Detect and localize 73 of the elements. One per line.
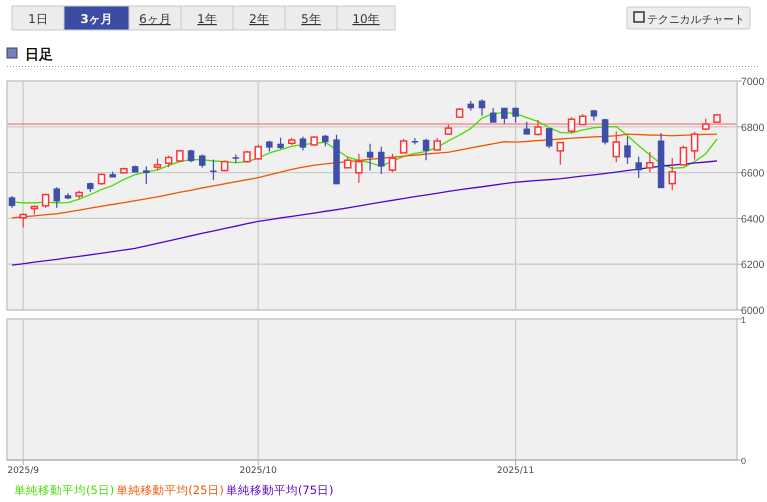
candlestick (8, 196, 16, 208)
text: 1年 (197, 12, 217, 26)
y-tick-label: 6600 (741, 168, 765, 180)
candlestick (578, 114, 586, 126)
text: 単純移動平均(75日) (226, 483, 334, 497)
x-tick-label: 2025/9 (7, 466, 40, 476)
candlestick (254, 144, 262, 160)
candlestick (478, 98, 486, 116)
text: 10年 (352, 12, 380, 26)
candlestick (388, 153, 396, 173)
candlestick (646, 151, 654, 173)
candlestick (98, 172, 106, 186)
candlestick (668, 158, 676, 191)
candlestick (87, 182, 94, 192)
candlestick (422, 138, 430, 161)
y-tick-label: 0 (741, 456, 746, 466)
text: 6ヶ月 (139, 12, 171, 26)
candlestick (243, 150, 251, 164)
candlestick (210, 158, 217, 181)
candlestick (400, 138, 408, 154)
candlestick (635, 156, 642, 179)
candlestick (546, 128, 552, 149)
chart-title: 日足 (25, 47, 53, 63)
button-technical-chart: テクニカルチャート (626, 6, 750, 30)
candlestick (378, 146, 385, 175)
text: 2年 (249, 12, 269, 26)
candlestick (19, 212, 27, 228)
y-tick-label: 7000 (741, 76, 765, 88)
x-tick-label: 2025/10 (239, 466, 278, 476)
candlestick (512, 107, 519, 124)
candlestick (300, 136, 306, 151)
candlestick (702, 118, 710, 132)
candlestick (490, 107, 496, 124)
candlestick (355, 153, 363, 184)
candlestick (501, 107, 508, 124)
candlestick (164, 155, 172, 168)
candlestick (198, 154, 206, 168)
candlestick (154, 158, 162, 172)
candlestick (220, 160, 228, 172)
x-tick-label: 2025/11 (496, 466, 534, 476)
candlestick (143, 166, 150, 185)
line-series (11, 160, 718, 266)
candlestick (277, 137, 284, 150)
candlestick (366, 143, 374, 172)
candlestick (556, 142, 564, 166)
candlestick (232, 154, 240, 164)
candlestick (524, 121, 530, 135)
candlestick (344, 156, 352, 169)
candlestick (468, 100, 474, 112)
y-tick-label: 1 (741, 315, 746, 325)
candlestick (568, 116, 576, 134)
candlestick (188, 149, 194, 163)
candlestick (534, 119, 542, 136)
candlestick (624, 136, 631, 164)
candlestick (322, 134, 329, 147)
y-tick-label: 6000 (741, 305, 765, 317)
candlestick (602, 118, 608, 146)
candlestick (690, 131, 698, 160)
text: 5年 (301, 12, 321, 26)
y-tick-label: 6200 (741, 259, 765, 272)
candlestick (612, 130, 620, 163)
candlestick (54, 186, 60, 208)
candlestick (680, 144, 688, 166)
candlestick (433, 137, 441, 151)
y-tick-label: 6400 (741, 213, 765, 226)
text: 3ヶ月 (80, 12, 113, 26)
candlestick (266, 140, 273, 152)
text: 単純移動平均(5日) (14, 483, 114, 497)
text: 単純移動平均(25日) (116, 483, 224, 497)
y-tick-label: 6800 (741, 122, 765, 134)
candlestick (42, 193, 50, 208)
candlestick (444, 124, 452, 135)
text: 1日 (28, 12, 48, 26)
